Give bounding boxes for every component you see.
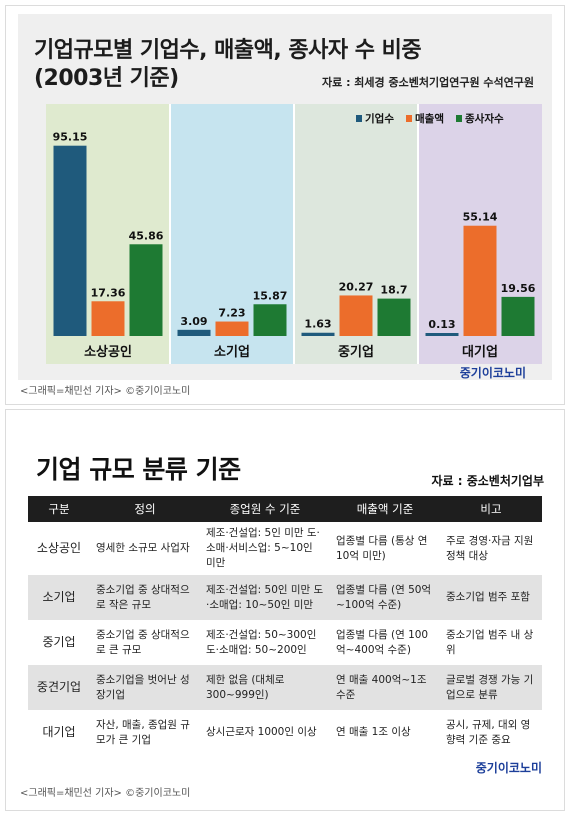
legend-swatch xyxy=(406,115,412,122)
cell-note: 중소기업 범주 포함 xyxy=(440,575,542,620)
chart-source: 자료 : 최세경 중소벤처기업연구원 수석연구원 xyxy=(322,76,534,89)
category-label: 소상공인 xyxy=(84,344,132,360)
graphic-credit: <그래픽=채민선 기자> ©중기이코노미 xyxy=(20,788,191,799)
brand-logo: 중기이코노미 xyxy=(459,366,526,380)
cell-sales: 연 매출 400억~1조 수준 xyxy=(330,665,440,710)
table-row: 대기업 자산, 매출, 종업원 규모가 큰 기업 상시근로자 1000인 이상 … xyxy=(28,710,542,755)
table-header-row: 구분 정의 종업원 수 기준 매출액 기준 비고 xyxy=(28,496,542,522)
bar-value-label: 18.7 xyxy=(380,284,407,297)
cell-note: 주로 경영·자금 지원 정책 대상 xyxy=(440,522,542,575)
header-category: 구분 xyxy=(28,496,90,522)
table-row: 중기업 중소기업 중 상대적으로 큰 규모 제조·건설업: 50~300인 도·… xyxy=(28,620,542,665)
bar-종사자수 xyxy=(377,298,411,336)
bar-기업수 xyxy=(53,145,87,336)
graphic-credit: <그래픽=채민선 기자> ©중기이코노미 xyxy=(20,386,191,397)
bar-value-label: 55.14 xyxy=(463,211,498,224)
cell-definition: 중소기업 중 상대적으로 작은 규모 xyxy=(90,575,200,620)
cell-definition: 영세한 소규모 사업자 xyxy=(90,522,200,575)
cell-employees: 상시근로자 1000인 이상 xyxy=(200,710,330,755)
cell-definition: 자산, 매출, 종업원 규모가 큰 기업 xyxy=(90,710,200,755)
brand-logo: 중기이코노미 xyxy=(475,761,542,775)
bar-value-label: 17.36 xyxy=(91,286,126,299)
bar-value-label: 0.13 xyxy=(428,318,455,331)
bar-종사자수 xyxy=(253,304,287,336)
cell-category: 소기업 xyxy=(28,575,90,620)
cell-definition: 중소기업 중 상대적으로 큰 규모 xyxy=(90,620,200,665)
bar-매출액 xyxy=(215,321,249,336)
cell-employees: 제한 없음 (대체로 300~999인) xyxy=(200,665,330,710)
header-employees: 종업원 수 기준 xyxy=(200,496,330,522)
bar-매출액 xyxy=(339,295,373,336)
table-row: 소기업 중소기업 중 상대적으로 작은 규모 제조·건설업: 50인 미만 도·… xyxy=(28,575,542,620)
bar-value-label: 20.27 xyxy=(339,280,374,293)
cell-sales: 업종별 다름 (연 100억~400억 수준) xyxy=(330,620,440,665)
table-source: 자료 : 중소벤처기업부 xyxy=(431,474,544,488)
cell-category: 중기업 xyxy=(28,620,90,665)
header-note: 비고 xyxy=(440,496,542,522)
chart-panel: 기업규모별 기업수, 매출액, 종사자 수 비중 (2003년 기준) 자료 :… xyxy=(18,14,552,380)
bar-매출액 xyxy=(91,301,125,336)
category-label: 소기업 xyxy=(214,345,250,360)
cell-note: 중소기업 범주 내 상위 xyxy=(440,620,542,665)
table-row: 소상공인 영세한 소규모 사업자 제조·건설업: 5인 미만 도·소매·서비스업… xyxy=(28,522,542,575)
legend-entry: 기업수 xyxy=(365,112,394,125)
bar-매출액 xyxy=(463,225,497,336)
bar-종사자수 xyxy=(129,244,163,336)
category-label: 대기업 xyxy=(462,345,498,360)
bar-종사자수 xyxy=(501,296,535,336)
cell-category: 대기업 xyxy=(28,710,90,755)
legend-entry: 종사자수 xyxy=(465,112,504,125)
bar-기업수 xyxy=(425,333,459,336)
bar-value-label: 95.15 xyxy=(53,131,88,144)
chart-title: 기업규모별 기업수, 매출액, 종사자 수 비중 xyxy=(34,38,422,63)
bar-기업수 xyxy=(177,329,211,336)
cell-sales: 업종별 다름 (연 50억~100억 수준) xyxy=(330,575,440,620)
bar-value-label: 7.23 xyxy=(218,307,245,320)
bar-value-label: 3.09 xyxy=(180,315,207,328)
category-label: 중기업 xyxy=(338,345,374,360)
cell-employees: 제조·건설업: 50~300인 도·소매업: 50~200인 xyxy=(200,620,330,665)
cell-note: 글로벌 경쟁 가능 기업으로 분류 xyxy=(440,665,542,710)
table-row: 중견기업 중소기업을 벗어난 성장기업 제한 없음 (대체로 300~999인)… xyxy=(28,665,542,710)
bar-value-label: 1.63 xyxy=(304,318,331,331)
classification-table: 구분 정의 종업원 수 기준 매출액 기준 비고 소상공인 영세한 소규모 사업… xyxy=(28,496,542,755)
legend-entry: 매출액 xyxy=(415,112,444,125)
bar-value-label: 15.87 xyxy=(253,289,288,302)
table-card: 기업 규모 분류 기준 자료 : 중소벤처기업부 구분 정의 종업원 수 기준 … xyxy=(5,409,565,811)
bar-value-label: 19.56 xyxy=(501,282,536,295)
bar-기업수 xyxy=(301,332,335,336)
chart-card: 기업규모별 기업수, 매출액, 종사자 수 비중 (2003년 기준) 자료 :… xyxy=(5,5,565,405)
cell-definition: 중소기업을 벗어난 성장기업 xyxy=(90,665,200,710)
cell-category: 소상공인 xyxy=(28,522,90,575)
legend-swatch xyxy=(456,115,462,122)
bar-chart: 95.15 17.36 45.86 소상공인 3.09 7.23 15.87 소기업 1.63 2… xyxy=(46,104,542,364)
header-sales: 매출액 기준 xyxy=(330,496,440,522)
cell-employees: 제조·건설업: 50인 미만 도·소매업: 10~50인 미만 xyxy=(200,575,330,620)
cell-employees: 제조·건설업: 5인 미만 도·소매·서비스업: 5~10인 미만 xyxy=(200,522,330,575)
cell-sales: 업종별 다름 (통상 연 10억 미만) xyxy=(330,522,440,575)
legend-swatch xyxy=(356,115,362,122)
cell-sales: 연 매출 1조 이상 xyxy=(330,710,440,755)
table-title: 기업 규모 분류 기준 xyxy=(36,455,241,484)
chart-subtitle: (2003년 기준) xyxy=(34,66,179,91)
cell-note: 공시, 규제, 대외 영향력 기준 중요 xyxy=(440,710,542,755)
cell-category: 중견기업 xyxy=(28,665,90,710)
bar-value-label: 45.86 xyxy=(129,229,164,242)
header-definition: 정의 xyxy=(90,496,200,522)
